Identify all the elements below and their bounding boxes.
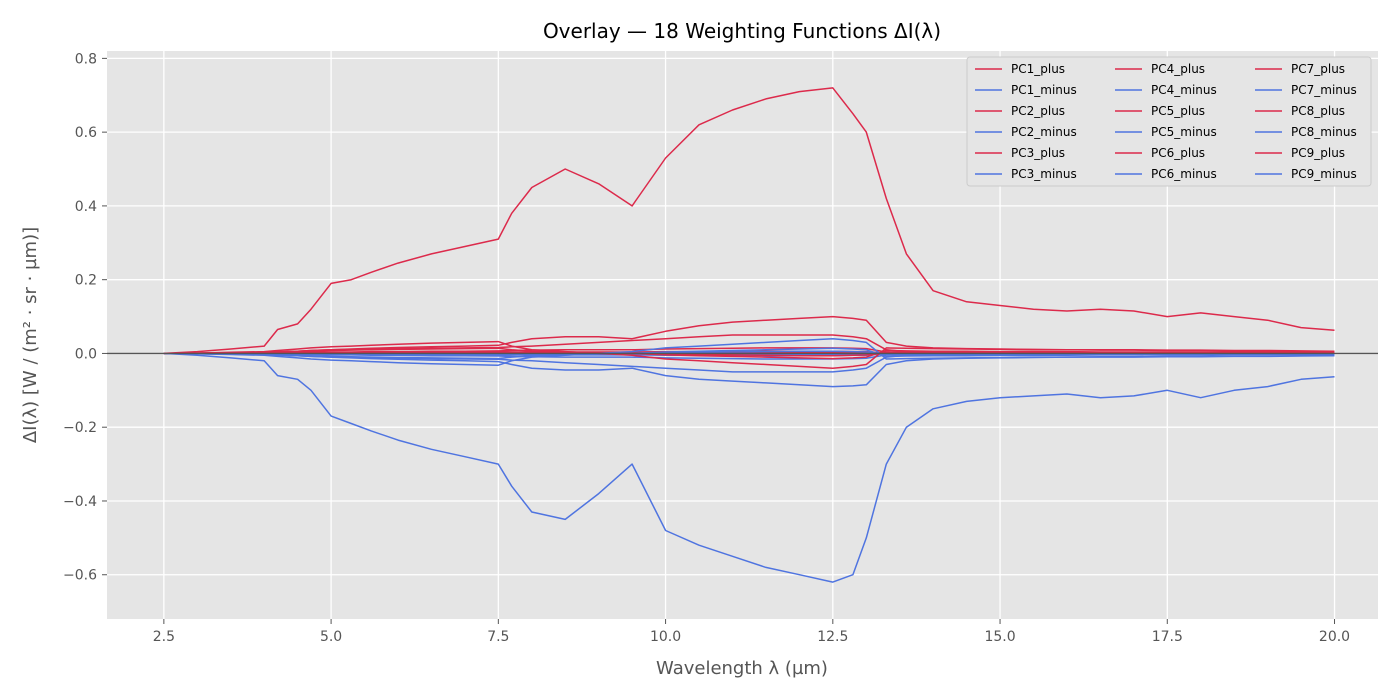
legend-entry: PC5_plus [1151, 104, 1205, 118]
series-line-pc1-plus [163, 87, 1335, 355]
legend-entry: PC7_minus [1291, 83, 1357, 97]
legend-entry: PC1_minus [1011, 83, 1077, 97]
series-line-pc2-plus [163, 315, 1335, 355]
y-tick-label: −0.2 [63, 420, 97, 436]
x-axis-label: Wavelength λ (µm) [656, 658, 828, 679]
legend-entry: PC6_plus [1151, 146, 1205, 160]
legend-entry: PC4_minus [1151, 83, 1217, 97]
y-tick-label: 0.8 [75, 51, 97, 67]
series-line-pc2-minus [163, 352, 1335, 388]
legend-entry: PC8_minus [1291, 125, 1357, 139]
legend-entry: PC9_plus [1291, 146, 1345, 160]
chart-title: Overlay — 18 Weighting Functions ΔI(λ) [543, 19, 941, 43]
legend-entry: PC3_plus [1011, 146, 1065, 160]
x-tick-label: 12.5 [817, 629, 848, 645]
legend-entry: PC9_minus [1291, 167, 1357, 181]
y-tick-label: 0.2 [75, 273, 97, 289]
legend-entry: PC7_plus [1291, 62, 1345, 76]
x-tick-label: 10.0 [650, 629, 681, 645]
x-tick-label: 7.5 [487, 629, 509, 645]
x-tick-label: 5.0 [320, 629, 342, 645]
y-tick-label: −0.4 [63, 494, 97, 510]
y-tick-labels: −0.6 −0.4 −0.2 0.0 0.2 0.4 0.6 0.8 [63, 51, 107, 584]
y-axis-label: ΔI(λ) [W / (m² · sr · µm)] [20, 227, 41, 443]
legend-entry: PC5_minus [1151, 125, 1217, 139]
x-tick-label: 17.5 [1152, 629, 1183, 645]
y-tick-label: 0.4 [75, 199, 97, 215]
legend-entry: PC8_plus [1291, 104, 1345, 118]
legend-entry: PC2_plus [1011, 104, 1065, 118]
legend: PC1_plus PC1_minus PC2_plus PC2_minus PC3_pl… [966, 56, 1372, 187]
x-tick-label: 20.0 [1319, 629, 1350, 645]
y-tick-label: −0.6 [63, 568, 97, 584]
series-line-pc1-minus [163, 352, 1335, 583]
y-tick-label: 0.0 [75, 346, 97, 362]
legend-entry: PC2_minus [1011, 125, 1077, 139]
legend-entry: PC1_plus [1011, 62, 1065, 76]
x-tick-labels: 2.5 5.0 7.5 10.0 12.5 15.0 17.5 20.0 [153, 619, 1350, 645]
legend-entry: PC3_minus [1011, 167, 1077, 181]
y-tick-label: 0.6 [75, 125, 97, 141]
x-tick-label: 2.5 [153, 629, 175, 645]
legend-entry: PC4_plus [1151, 62, 1205, 76]
x-tick-label: 15.0 [984, 629, 1015, 645]
legend-entry: PC6_minus [1151, 167, 1217, 181]
